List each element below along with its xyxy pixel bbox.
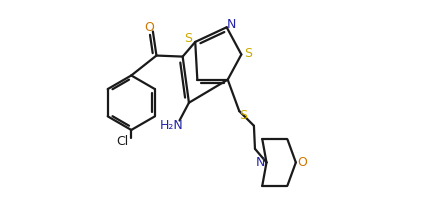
Text: O: O	[298, 156, 307, 169]
Text: N: N	[227, 18, 237, 31]
Text: S: S	[184, 32, 192, 45]
Text: S: S	[244, 47, 252, 60]
Text: N: N	[256, 156, 265, 169]
Text: Cl: Cl	[116, 135, 128, 148]
Text: H₂N: H₂N	[160, 119, 184, 132]
Text: S: S	[239, 109, 247, 122]
Text: O: O	[144, 21, 153, 34]
